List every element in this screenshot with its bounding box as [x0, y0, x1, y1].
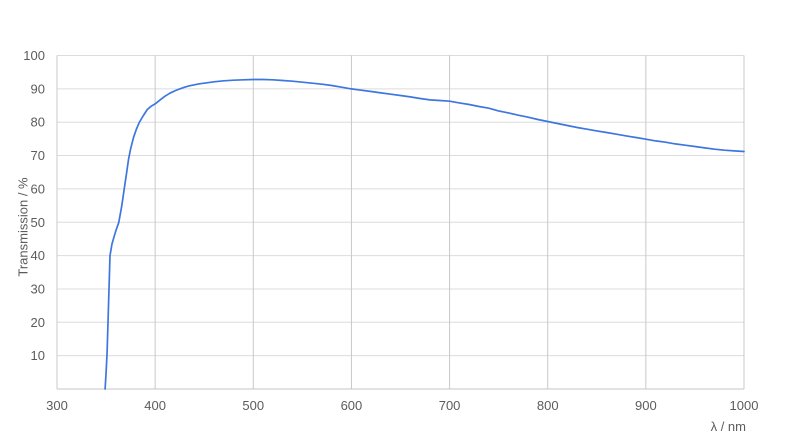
y-tick-label: 30 — [31, 281, 45, 296]
x-tick-label: 700 — [439, 398, 461, 413]
y-tick-label: 80 — [31, 115, 45, 130]
y-tick-label: 50 — [31, 215, 45, 230]
x-tick-label: 600 — [341, 398, 363, 413]
y-tick-label: 10 — [31, 348, 45, 363]
x-tick-label: 1000 — [730, 398, 759, 413]
y-tick-label: 90 — [31, 81, 45, 96]
y-axis-title: Transmission / % — [15, 177, 31, 277]
y-tick-label: 70 — [31, 148, 45, 163]
x-tick-label: 800 — [537, 398, 559, 413]
x-tick-label: 300 — [46, 398, 68, 413]
y-tick-label: 60 — [31, 181, 45, 196]
transmission-curve — [104, 78, 745, 390]
y-tick-label: 20 — [31, 315, 45, 330]
x-tick-label: 900 — [635, 398, 657, 413]
x-tick-label: 400 — [144, 398, 166, 413]
y-tick-label: 100 — [23, 48, 45, 63]
y-tick-label: 40 — [31, 248, 45, 263]
x-axis-title: λ / nm — [710, 419, 746, 434]
x-tick-label: 500 — [242, 398, 264, 413]
